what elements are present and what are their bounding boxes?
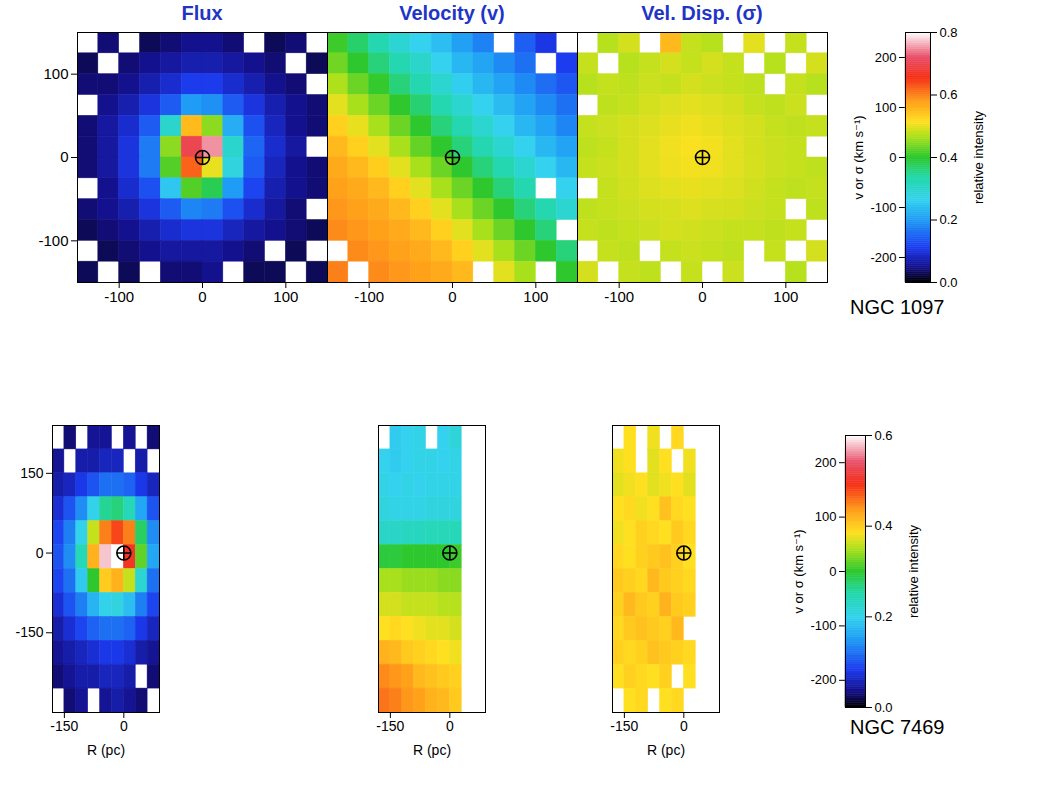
svg-text:100: 100 (273, 288, 298, 305)
html-text:NGC 1097: NGC 1097 (850, 296, 945, 318)
svg-text:R (pc): R (pc) (647, 742, 685, 758)
html-text:Velocity (v): Velocity (v) (399, 2, 505, 24)
svg-text:-150: -150 (50, 718, 78, 734)
svg-text:-150: -150 (376, 718, 404, 734)
svg-text:0: 0 (446, 718, 454, 734)
svg-text:-100: -100 (604, 288, 634, 305)
html-text:NGC 7469: NGC 7469 (850, 716, 945, 738)
svg-text:-100: -100 (104, 288, 134, 305)
svg-text:v or σ (km s⁻¹): v or σ (km s⁻¹) (791, 529, 806, 613)
svg-text:-100: -100 (38, 232, 68, 249)
svg-text:-100: -100 (870, 200, 896, 215)
svg-text:0: 0 (448, 288, 456, 305)
svg-text:0.0: 0.0 (875, 700, 893, 715)
svg-text:0: 0 (120, 718, 128, 734)
svg-text:100: 100 (815, 509, 837, 524)
svg-text:0: 0 (60, 148, 68, 165)
svg-text:0: 0 (198, 288, 206, 305)
svg-text:0.6: 0.6 (875, 428, 893, 443)
svg-text:0.8: 0.8 (940, 25, 958, 40)
svg-text:0.0: 0.0 (940, 275, 958, 290)
svg-text:-150: -150 (15, 624, 43, 640)
svg-text:-150: -150 (610, 718, 638, 734)
svg-text:R (pc): R (pc) (87, 742, 125, 758)
svg-text:0: 0 (36, 545, 44, 561)
svg-text:0.6: 0.6 (940, 87, 958, 102)
svg-text:-200: -200 (810, 672, 836, 687)
svg-text:0: 0 (698, 288, 706, 305)
svg-text:relative intensity: relative intensity (971, 110, 986, 204)
svg-text:0.4: 0.4 (875, 518, 893, 533)
svg-text:0.2: 0.2 (940, 212, 958, 227)
svg-text:0.2: 0.2 (875, 609, 893, 624)
html-text:Vel. Disp. (σ): Vel. Disp. (σ) (641, 2, 763, 24)
svg-text:-200: -200 (870, 250, 896, 265)
svg-text:-100: -100 (354, 288, 384, 305)
svg-text:relative intensity: relative intensity (906, 524, 921, 618)
svg-text:100: 100 (43, 65, 68, 82)
html-text:Flux: Flux (181, 2, 223, 24)
svg-text:100: 100 (773, 288, 798, 305)
svg-text:100: 100 (523, 288, 548, 305)
svg-text:100: 100 (875, 100, 897, 115)
svg-text:0: 0 (680, 718, 688, 734)
svg-text:150: 150 (20, 465, 44, 481)
svg-text:-100: -100 (810, 618, 836, 633)
svg-text:200: 200 (875, 50, 897, 65)
svg-text:R (pc): R (pc) (413, 742, 451, 758)
svg-text:200: 200 (815, 455, 837, 470)
svg-text:0: 0 (829, 564, 836, 579)
svg-text:0.4: 0.4 (940, 150, 958, 165)
svg-text:0: 0 (889, 150, 896, 165)
svg-text:v or σ (km s⁻¹): v or σ (km s⁻¹) (851, 115, 866, 199)
